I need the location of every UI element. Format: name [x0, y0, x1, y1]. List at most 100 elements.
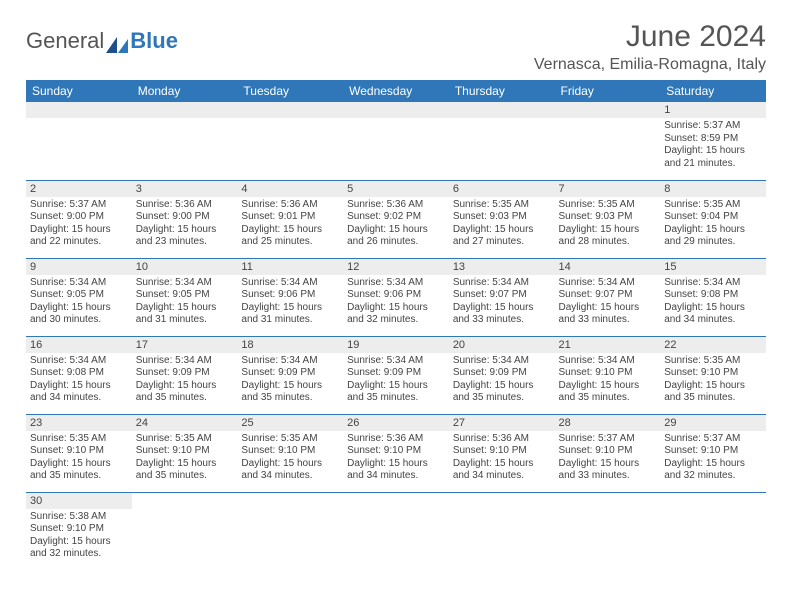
sunrise-line: Sunrise: 5:34 AM: [136, 277, 234, 290]
weekday-header-row: SundayMondayTuesdayWednesdayThursdayFrid…: [26, 80, 766, 102]
title-block: June 2024 Vernasca, Emilia-Romagna, Ital…: [534, 20, 766, 74]
calendar-day-cell: 27Sunrise: 5:36 AMSunset: 9:10 PMDayligh…: [449, 414, 555, 492]
daylight-line-2: and 33 minutes.: [453, 314, 551, 327]
day-details: Sunrise: 5:34 AMSunset: 9:06 PMDaylight:…: [237, 275, 343, 331]
sunset-line: Sunset: 9:06 PM: [347, 289, 445, 302]
daylight-line-1: Daylight: 15 hours: [347, 458, 445, 471]
calendar-week-row: 2Sunrise: 5:37 AMSunset: 9:00 PMDaylight…: [26, 180, 766, 258]
day-number: 16: [26, 337, 132, 353]
sunset-line: Sunset: 9:03 PM: [559, 211, 657, 224]
sunset-line: Sunset: 9:10 PM: [664, 445, 762, 458]
weekday-header: Thursday: [449, 80, 555, 102]
calendar-day-cell: 5Sunrise: 5:36 AMSunset: 9:02 PMDaylight…: [343, 180, 449, 258]
daylight-line-2: and 22 minutes.: [30, 236, 128, 249]
sunset-line: Sunset: 9:10 PM: [30, 445, 128, 458]
day-number-bar: [132, 102, 238, 118]
daylight-line-2: and 35 minutes.: [453, 392, 551, 405]
day-details: Sunrise: 5:38 AMSunset: 9:10 PMDaylight:…: [26, 509, 132, 565]
sunset-line: Sunset: 9:10 PM: [453, 445, 551, 458]
daylight-line-1: Daylight: 15 hours: [453, 458, 551, 471]
daylight-line-2: and 35 minutes.: [136, 392, 234, 405]
calendar-day-cell: 23Sunrise: 5:35 AMSunset: 9:10 PMDayligh…: [26, 414, 132, 492]
day-number: 8: [660, 181, 766, 197]
sunrise-line: Sunrise: 5:34 AM: [664, 277, 762, 290]
daylight-line-1: Daylight: 15 hours: [347, 224, 445, 237]
sunset-line: Sunset: 9:05 PM: [30, 289, 128, 302]
daylight-line-1: Daylight: 15 hours: [136, 302, 234, 315]
day-number-bar: [660, 493, 766, 509]
sunrise-line: Sunrise: 5:34 AM: [453, 277, 551, 290]
daylight-line-2: and 31 minutes.: [136, 314, 234, 327]
calendar-day-cell: 10Sunrise: 5:34 AMSunset: 9:05 PMDayligh…: [132, 258, 238, 336]
calendar-day-cell: 8Sunrise: 5:35 AMSunset: 9:04 PMDaylight…: [660, 180, 766, 258]
calendar-day-cell: 26Sunrise: 5:36 AMSunset: 9:10 PMDayligh…: [343, 414, 449, 492]
daylight-line-2: and 29 minutes.: [664, 236, 762, 249]
sunrise-line: Sunrise: 5:34 AM: [347, 277, 445, 290]
weekday-header: Tuesday: [237, 80, 343, 102]
day-details: Sunrise: 5:34 AMSunset: 9:09 PMDaylight:…: [237, 353, 343, 409]
calendar-day-cell: 17Sunrise: 5:34 AMSunset: 9:09 PMDayligh…: [132, 336, 238, 414]
daylight-line-1: Daylight: 15 hours: [559, 458, 657, 471]
daylight-line-1: Daylight: 15 hours: [453, 224, 551, 237]
calendar-day-cell: [26, 102, 132, 180]
day-number: 14: [555, 259, 661, 275]
calendar-day-cell: 11Sunrise: 5:34 AMSunset: 9:06 PMDayligh…: [237, 258, 343, 336]
sunset-line: Sunset: 9:10 PM: [559, 445, 657, 458]
calendar-day-cell: [132, 102, 238, 180]
day-details: Sunrise: 5:36 AMSunset: 9:00 PMDaylight:…: [132, 197, 238, 253]
day-number: 24: [132, 415, 238, 431]
sunrise-line: Sunrise: 5:34 AM: [30, 277, 128, 290]
day-details: Sunrise: 5:34 AMSunset: 9:07 PMDaylight:…: [449, 275, 555, 331]
sunset-line: Sunset: 9:09 PM: [453, 367, 551, 380]
sunrise-line: Sunrise: 5:36 AM: [347, 199, 445, 212]
day-number-bar: [237, 102, 343, 118]
sunset-line: Sunset: 9:10 PM: [559, 367, 657, 380]
daylight-line-1: Daylight: 15 hours: [30, 224, 128, 237]
sunset-line: Sunset: 9:00 PM: [30, 211, 128, 224]
daylight-line-1: Daylight: 15 hours: [559, 302, 657, 315]
day-details: Sunrise: 5:37 AMSunset: 9:10 PMDaylight:…: [555, 431, 661, 487]
daylight-line-2: and 30 minutes.: [30, 314, 128, 327]
day-number: 17: [132, 337, 238, 353]
sail-icon: [106, 33, 128, 49]
daylight-line-2: and 33 minutes.: [559, 314, 657, 327]
calendar-day-cell: 6Sunrise: 5:35 AMSunset: 9:03 PMDaylight…: [449, 180, 555, 258]
sunset-line: Sunset: 9:10 PM: [664, 367, 762, 380]
day-details: Sunrise: 5:34 AMSunset: 9:09 PMDaylight:…: [343, 353, 449, 409]
calendar-day-cell: 13Sunrise: 5:34 AMSunset: 9:07 PMDayligh…: [449, 258, 555, 336]
sunrise-line: Sunrise: 5:35 AM: [664, 199, 762, 212]
sunrise-line: Sunrise: 5:36 AM: [136, 199, 234, 212]
calendar-week-row: 16Sunrise: 5:34 AMSunset: 9:08 PMDayligh…: [26, 336, 766, 414]
day-details: Sunrise: 5:37 AMSunset: 9:00 PMDaylight:…: [26, 197, 132, 253]
daylight-line-1: Daylight: 15 hours: [30, 458, 128, 471]
calendar-day-cell: [555, 102, 661, 180]
daylight-line-2: and 32 minutes.: [347, 314, 445, 327]
brand-part2: Blue: [130, 28, 178, 54]
calendar-day-cell: 2Sunrise: 5:37 AMSunset: 9:00 PMDaylight…: [26, 180, 132, 258]
day-number: 29: [660, 415, 766, 431]
calendar-day-cell: [237, 492, 343, 570]
daylight-line-2: and 23 minutes.: [136, 236, 234, 249]
calendar-body: 1Sunrise: 5:37 AMSunset: 8:59 PMDaylight…: [26, 102, 766, 570]
day-details: Sunrise: 5:34 AMSunset: 9:06 PMDaylight:…: [343, 275, 449, 331]
calendar-day-cell: [237, 102, 343, 180]
sunrise-line: Sunrise: 5:37 AM: [559, 433, 657, 446]
calendar-week-row: 9Sunrise: 5:34 AMSunset: 9:05 PMDaylight…: [26, 258, 766, 336]
weekday-header: Monday: [132, 80, 238, 102]
day-number: 21: [555, 337, 661, 353]
day-number: 6: [449, 181, 555, 197]
daylight-line-1: Daylight: 15 hours: [347, 380, 445, 393]
weekday-header: Saturday: [660, 80, 766, 102]
day-details: Sunrise: 5:36 AMSunset: 9:10 PMDaylight:…: [449, 431, 555, 487]
daylight-line-2: and 25 minutes.: [241, 236, 339, 249]
daylight-line-1: Daylight: 15 hours: [664, 380, 762, 393]
brand-logo: GeneralBlue: [26, 28, 178, 54]
day-details: Sunrise: 5:35 AMSunset: 9:10 PMDaylight:…: [237, 431, 343, 487]
sunset-line: Sunset: 9:05 PM: [136, 289, 234, 302]
day-number-bar: [449, 102, 555, 118]
day-details: Sunrise: 5:35 AMSunset: 9:10 PMDaylight:…: [132, 431, 238, 487]
daylight-line-2: and 34 minutes.: [664, 314, 762, 327]
location-subtitle: Vernasca, Emilia-Romagna, Italy: [534, 56, 766, 74]
calendar-day-cell: 9Sunrise: 5:34 AMSunset: 9:05 PMDaylight…: [26, 258, 132, 336]
sunset-line: Sunset: 9:06 PM: [241, 289, 339, 302]
